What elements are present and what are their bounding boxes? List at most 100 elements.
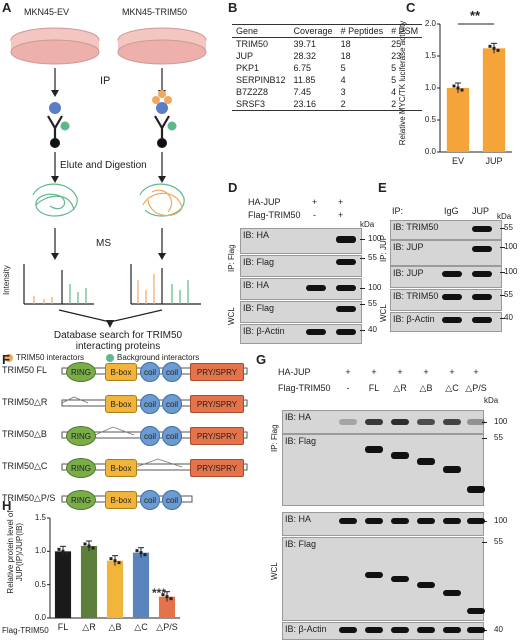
panel-c-label: C	[406, 0, 416, 15]
arrowhead-5	[51, 253, 59, 260]
db-gap	[94, 426, 135, 436]
blot-band	[365, 446, 383, 453]
d-row1-val-2: +	[338, 197, 344, 207]
result-line-1: Database search for TRIM50	[53, 330, 183, 341]
h-point	[165, 595, 169, 599]
panel-h-ylabel: Relative protein level of JUP(IP)/JUP(IB…	[6, 510, 24, 594]
table-row: TRIM50 39.71 18 25	[232, 38, 422, 51]
dish-trim50-label: MKN45-TRIM50	[122, 7, 188, 17]
blot-marker: 40	[368, 325, 377, 334]
table-cell: 6.75	[293, 63, 312, 73]
blot-strip	[240, 278, 362, 300]
blot-band	[472, 246, 492, 252]
h-point	[91, 546, 95, 550]
blot-band	[467, 518, 485, 524]
ev-bg-protein	[60, 121, 70, 131]
c-category-label: JUP	[485, 156, 503, 166]
table-cell: 5	[391, 63, 397, 73]
e-group-ip: IP: JUP	[379, 234, 388, 262]
blot-label: IB: HA	[285, 514, 312, 524]
ev-peptide-tangle	[32, 183, 78, 217]
g-group-wcl: WCL	[270, 562, 279, 580]
blot-label: IB: JUP	[393, 242, 424, 252]
blot-strip	[282, 512, 484, 536]
legend-bg: Background interactors	[117, 353, 200, 362]
col-peptides: # Peptides	[336, 24, 388, 38]
blot-band	[443, 627, 461, 633]
domain-ring: RING	[66, 490, 96, 510]
blot-band	[365, 518, 383, 524]
table-cell: 25	[391, 39, 402, 49]
blot-label: IB: Flag	[285, 539, 317, 549]
table-cell: 4	[391, 87, 397, 97]
g-row1-label: HA-JUP	[278, 367, 311, 377]
d-kda: kDa	[360, 220, 375, 229]
table-cell: SRSF3	[232, 98, 290, 111]
table-cell: 7.45	[293, 87, 312, 97]
panel-a-label: A	[2, 0, 12, 15]
domain-coil: coil	[162, 394, 182, 414]
c-bar-0	[446, 88, 470, 152]
blot-band	[391, 518, 409, 524]
table-cell: 2	[387, 98, 423, 111]
h-ytick-label: 1.5	[34, 513, 46, 522]
blot-marker-tick	[360, 330, 365, 331]
table-cell: 5	[340, 63, 346, 73]
panel-a-graphics	[5, 27, 207, 362]
d-group-wcl: WCL	[227, 307, 236, 325]
table-cell: 3	[340, 87, 346, 97]
domain-pry: PRY/SPRY	[190, 427, 244, 445]
blot-band	[391, 419, 409, 425]
table-cell: 11.85	[293, 75, 316, 85]
blot-band	[443, 590, 461, 596]
blot-label: IB: JUP	[393, 268, 424, 278]
result-text: Database search for TRIM50 interacting p…	[28, 330, 208, 352]
panel-d-label: D	[228, 180, 238, 195]
g-row1-val: +	[473, 367, 479, 377]
blot-marker: 100	[494, 516, 508, 525]
domain-pry: PRY/SPRY	[190, 395, 244, 413]
construct-label: TRIM50△C	[2, 461, 48, 471]
ev-spectrum	[23, 264, 94, 305]
blot-band	[417, 518, 435, 524]
table-cell: PKP1	[236, 63, 260, 73]
c-point	[452, 84, 456, 88]
d-row1-val-1: +	[312, 197, 318, 207]
e-ip-label: IP:	[392, 206, 404, 216]
domain-ring: RING	[66, 362, 96, 382]
blot-label: IB: TRIM50	[393, 291, 439, 301]
h-point	[113, 559, 117, 563]
blot-band	[442, 294, 462, 300]
blot-marker: 55	[504, 223, 513, 232]
blot-label: IB: Flag	[243, 303, 275, 313]
blot-band	[339, 627, 357, 633]
table-row: PKP1 6.75 5 5	[232, 62, 422, 74]
construct-label: TRIM50△P/S	[2, 493, 56, 503]
blot-band	[442, 317, 462, 323]
h-point	[139, 551, 143, 555]
domain-coil: coil	[140, 426, 160, 446]
domain-bbox: B-box	[105, 459, 137, 477]
blot-marker-tick	[360, 304, 365, 305]
table-cell: 39.71	[293, 39, 317, 49]
g-row2-val: △B	[419, 383, 433, 393]
blot-band	[365, 572, 383, 578]
panel-c-chart	[437, 23, 512, 153]
panel-h-xprefix: Flag-TRIM50	[2, 626, 49, 635]
blot-band	[391, 452, 409, 459]
h-point	[161, 593, 165, 597]
c-point	[492, 46, 496, 50]
blot-band	[306, 285, 326, 291]
dish-ev-label: MKN45-EV	[24, 7, 70, 17]
blot-marker-tick	[500, 318, 505, 319]
blot-band	[336, 306, 356, 312]
h-ytick-label: 0.0	[34, 613, 46, 622]
c-ytick-label: 1.0	[424, 83, 436, 92]
trim-bait-protein	[156, 102, 168, 114]
panel-f-label: F	[2, 352, 10, 367]
blot-marker: 100	[504, 267, 518, 276]
legend-trim50-dot	[5, 354, 13, 362]
table-cell: 5	[391, 75, 397, 85]
c-bar-1	[482, 48, 506, 152]
table-row: SRSF3 23.16 2 2	[232, 98, 423, 111]
